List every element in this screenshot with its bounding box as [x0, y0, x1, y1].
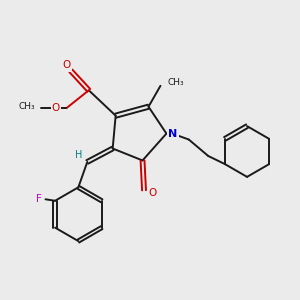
- Text: O: O: [52, 103, 60, 113]
- Text: O: O: [148, 188, 157, 198]
- Text: N: N: [168, 129, 178, 139]
- Text: F: F: [36, 194, 42, 204]
- Text: CH₃: CH₃: [167, 78, 184, 87]
- Text: O: O: [62, 61, 70, 70]
- Text: H: H: [75, 150, 82, 161]
- Text: CH₃: CH₃: [18, 102, 35, 111]
